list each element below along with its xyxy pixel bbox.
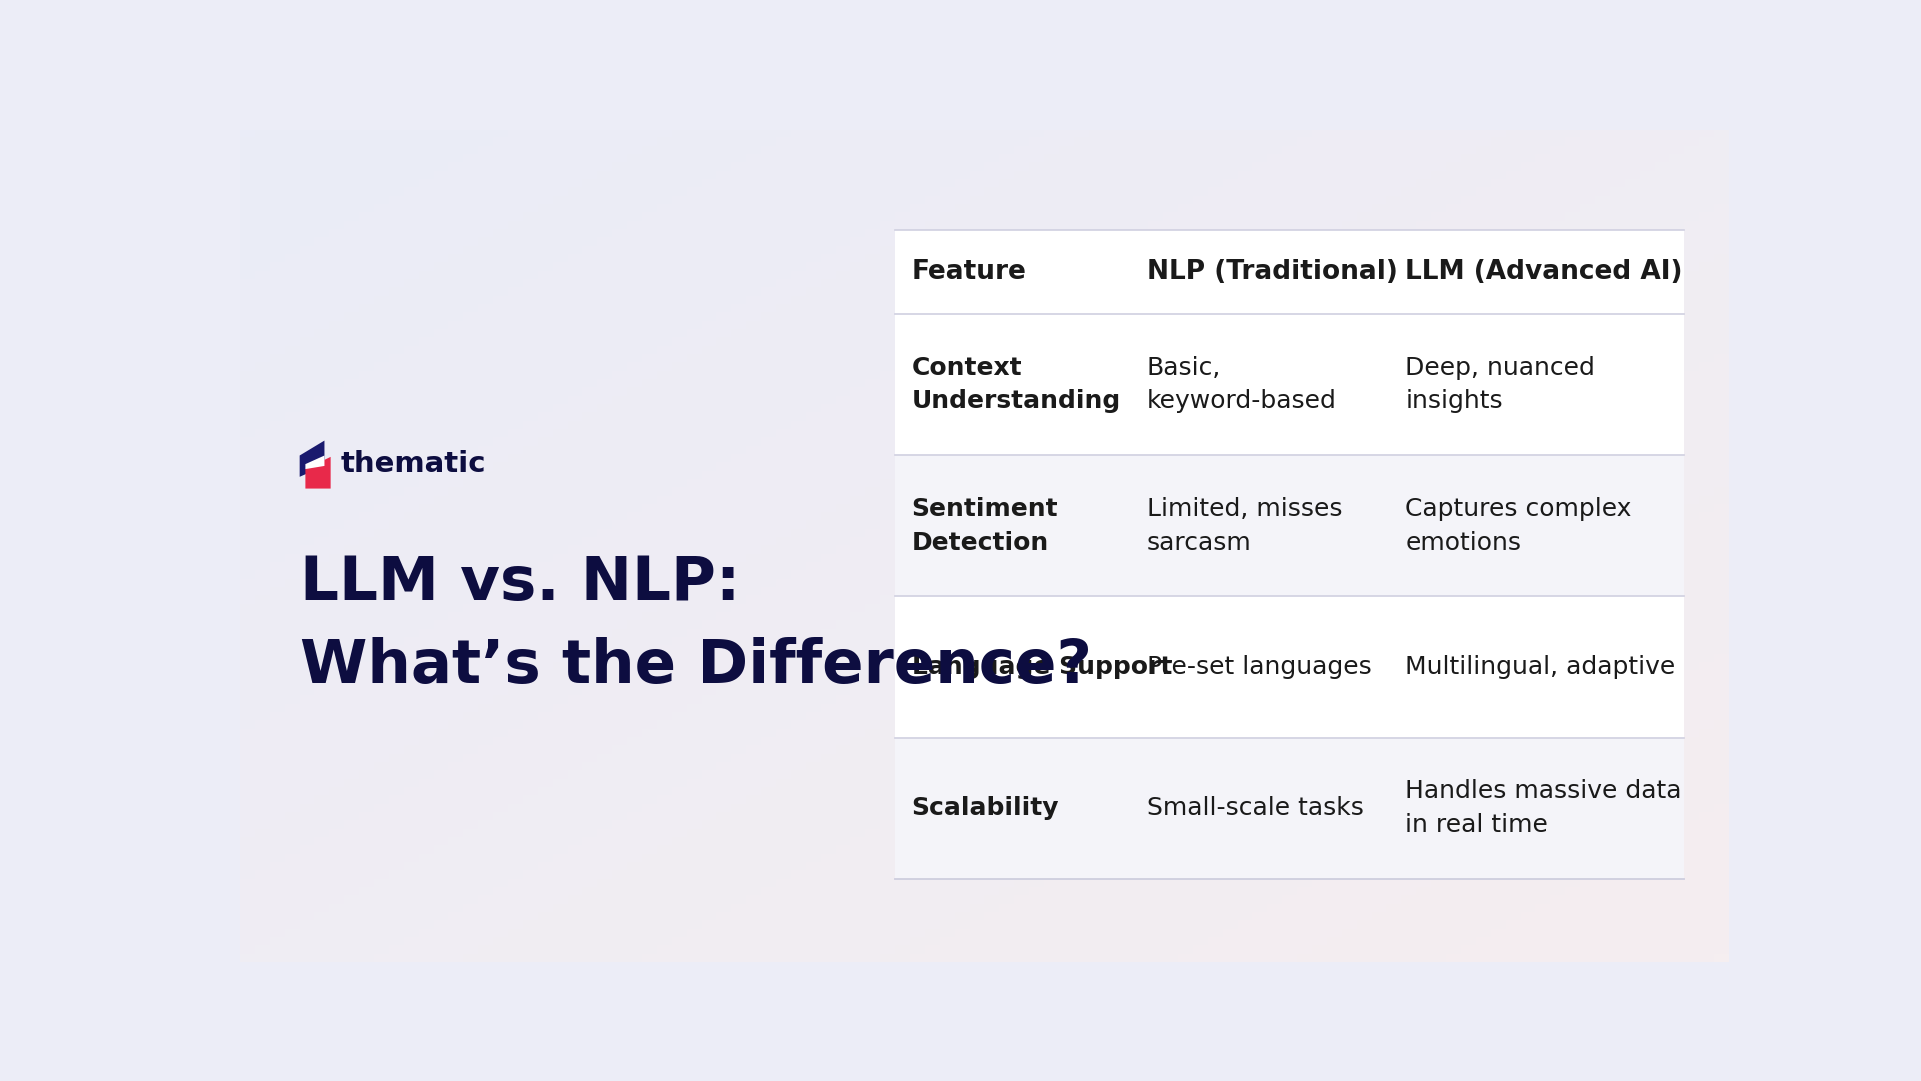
Text: Handles massive data
in real time: Handles massive data in real time bbox=[1406, 779, 1683, 837]
Polygon shape bbox=[305, 455, 325, 469]
Bar bbox=[895, 737, 1685, 879]
Bar bbox=[895, 229, 1685, 313]
Bar bbox=[895, 597, 1685, 737]
Text: Captures complex
emotions: Captures complex emotions bbox=[1406, 497, 1631, 555]
Text: NLP (Traditional): NLP (Traditional) bbox=[1147, 258, 1398, 284]
Text: Feature: Feature bbox=[912, 258, 1026, 284]
Text: What’s the Difference?: What’s the Difference? bbox=[300, 637, 1091, 696]
Text: LLM vs. NLP:: LLM vs. NLP: bbox=[300, 553, 740, 613]
Text: Small-scale tasks: Small-scale tasks bbox=[1147, 797, 1364, 820]
Text: Scalability: Scalability bbox=[912, 797, 1058, 820]
Text: thematic: thematic bbox=[340, 450, 486, 478]
Text: LLM (Advanced AI): LLM (Advanced AI) bbox=[1406, 258, 1683, 284]
Text: Multilingual, adaptive: Multilingual, adaptive bbox=[1406, 655, 1675, 679]
Text: Sentiment
Detection: Sentiment Detection bbox=[912, 497, 1058, 555]
Bar bbox=[895, 313, 1685, 455]
Text: Basic,
keyword-based: Basic, keyword-based bbox=[1147, 356, 1337, 413]
Polygon shape bbox=[305, 457, 330, 489]
Polygon shape bbox=[300, 441, 325, 477]
Text: Context
Understanding: Context Understanding bbox=[912, 356, 1120, 413]
Bar bbox=[895, 455, 1685, 597]
Text: Language Support: Language Support bbox=[912, 655, 1172, 679]
Text: Limited, misses
sarcasm: Limited, misses sarcasm bbox=[1147, 497, 1343, 555]
Text: Deep, nuanced
insights: Deep, nuanced insights bbox=[1406, 356, 1594, 413]
Text: Pre-set languages: Pre-set languages bbox=[1147, 655, 1372, 679]
